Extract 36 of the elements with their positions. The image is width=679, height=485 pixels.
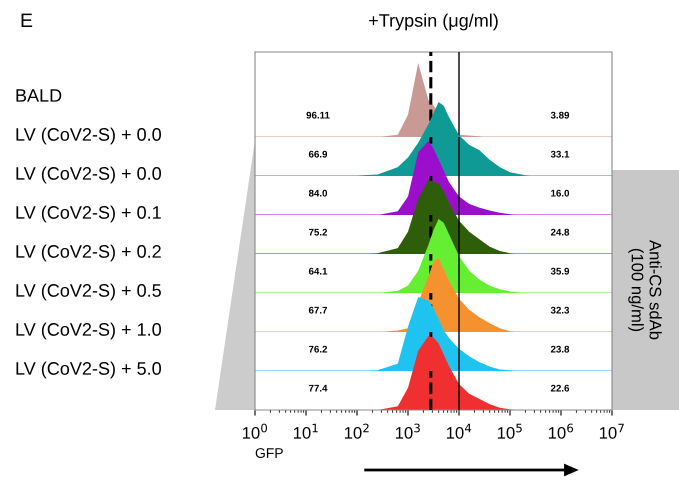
annotation: 24.8 bbox=[550, 228, 570, 236]
text: E bbox=[22, 14, 32, 28]
annotation: 96.11 bbox=[306, 112, 330, 119]
annotation: 84.0 bbox=[308, 190, 328, 197]
x-tick-label: 10$^{7}$ bbox=[600, 424, 624, 439]
y-axis-title: LV (CoV2-S) + 0.0 bbox=[16, 128, 161, 144]
annotation: 67.7 bbox=[308, 306, 328, 314]
x-tick-label: 10$^{4}$ bbox=[446, 424, 472, 439]
y-axis-title: LV (CoV2-S) + 0.5 bbox=[16, 284, 161, 300]
y-axis-title: LV (CoV2-S) + 0.0 bbox=[16, 166, 161, 184]
x-tick-label: 10$^{3}$ bbox=[396, 424, 420, 439]
x-axis-title: GFP bbox=[256, 448, 283, 458]
annotation: 33.1 bbox=[550, 150, 570, 158]
annotation: 66.9 bbox=[308, 150, 328, 158]
annotation: 75.2 bbox=[308, 228, 328, 236]
y-axis-title: LV (CoV2-S) + 0.1 bbox=[16, 206, 161, 222]
x-tick-label: 10$^{6}$ bbox=[548, 424, 574, 439]
x-tick-label: 10$^{1}$ bbox=[294, 424, 318, 439]
x-tick-label: 10$^{0}$ bbox=[242, 424, 268, 439]
annotation: 32.3 bbox=[550, 306, 570, 314]
annotation: 76.2 bbox=[308, 346, 328, 353]
y-axis-title: LV (CoV2-S) + 0.2 bbox=[16, 244, 161, 262]
y-axis-title: LV (CoV2-S) + 5.0 bbox=[16, 362, 161, 378]
annotation: 16.0 bbox=[551, 190, 570, 197]
x-tick-label: 10$^{5}$ bbox=[498, 424, 522, 439]
annotation: 77.4 bbox=[308, 384, 328, 392]
x-tick-label: 10$^{2}$ bbox=[344, 424, 369, 439]
y-axis-title: LV (CoV2-S) + 1.0 bbox=[16, 322, 161, 340]
annotation: 3.89 bbox=[550, 112, 570, 119]
annotation: 35.9 bbox=[550, 268, 570, 275]
annotation: 22.6 bbox=[550, 384, 570, 392]
y-axis-title: BALD bbox=[16, 89, 62, 102]
text: Anti-CS sdAb (100 ng/ml) bbox=[628, 240, 662, 340]
chart-title: +Trypsin (μg/ml) bbox=[369, 14, 498, 30]
annotation: 64.1 bbox=[308, 268, 328, 275]
annotation: 23.8 bbox=[550, 346, 570, 353]
